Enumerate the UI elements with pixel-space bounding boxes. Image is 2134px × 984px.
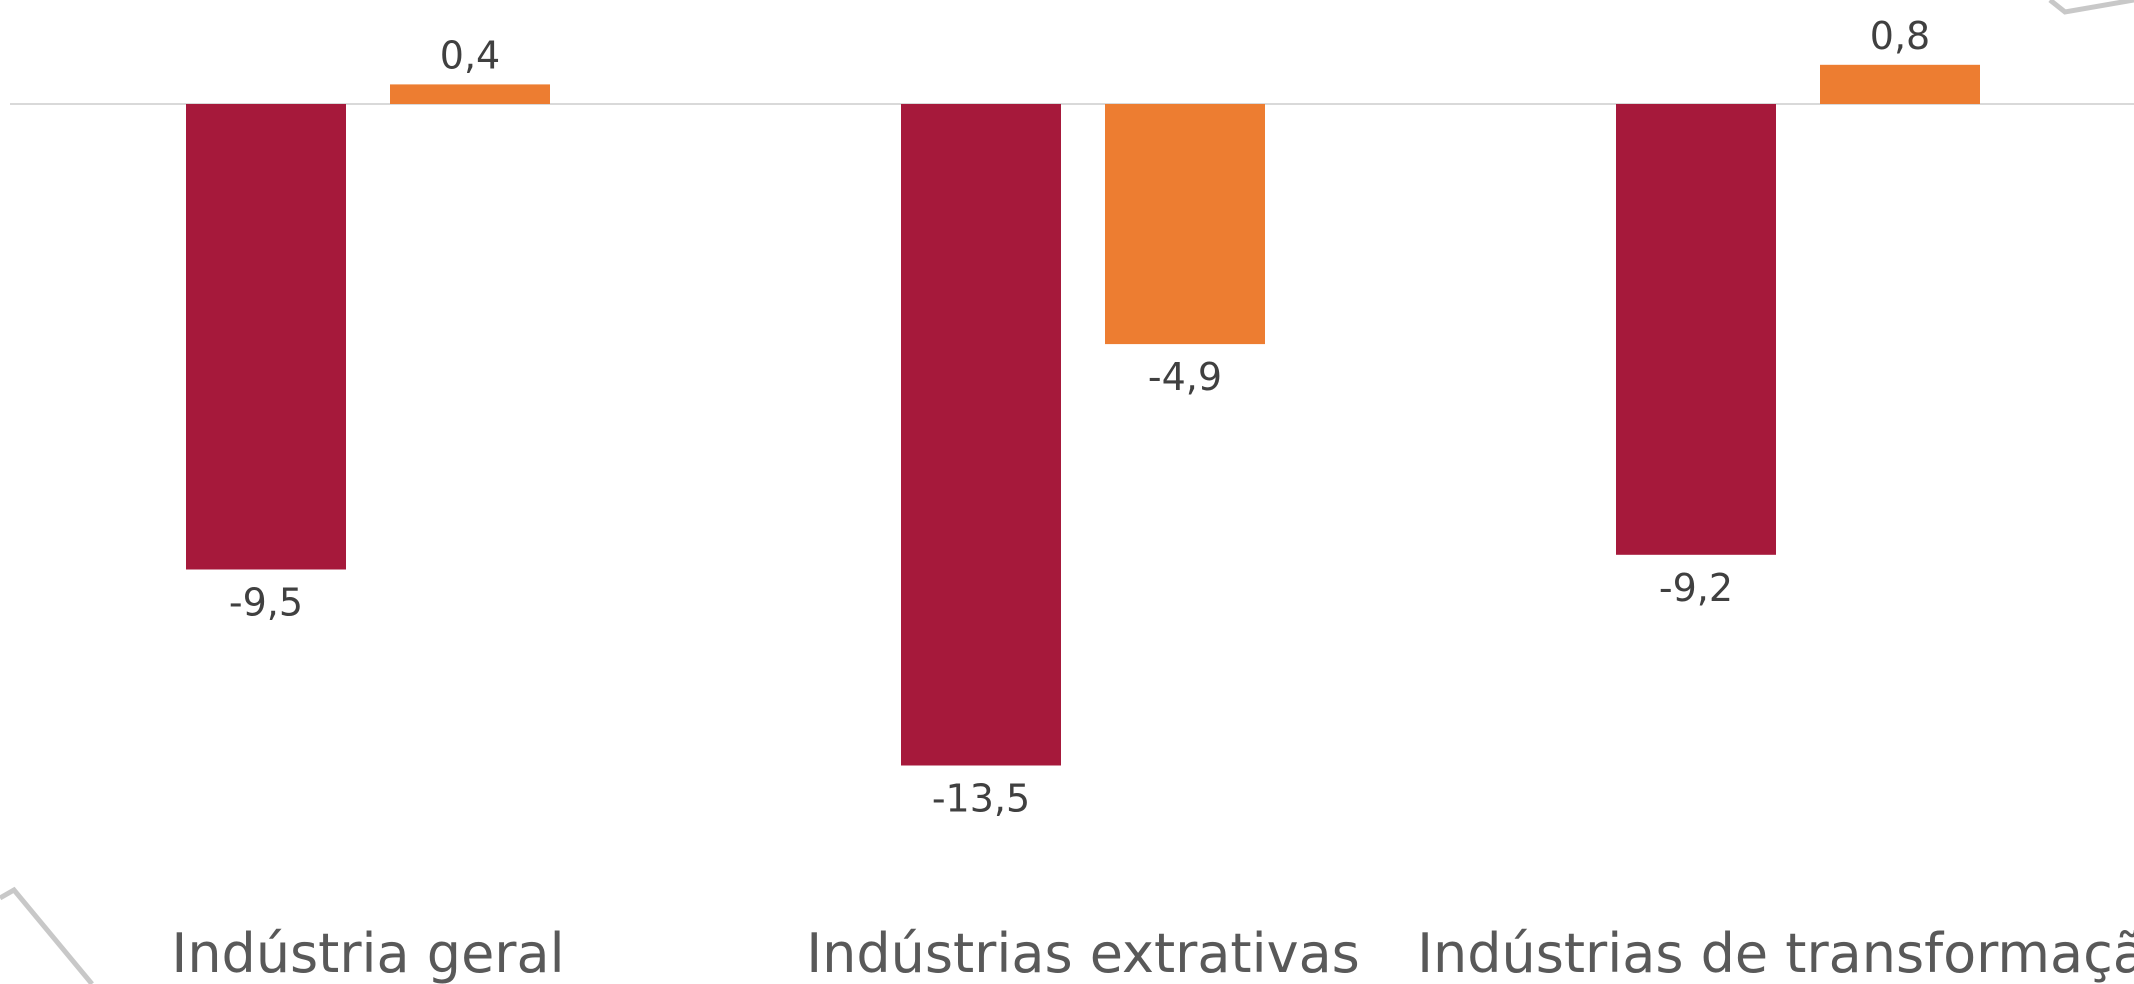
bar-series2-3 [1820,64,1980,104]
bar-series2-1 [390,84,550,104]
data-label-series1-2: -13,5 [932,777,1030,821]
bar-series2-2 [1105,104,1265,345]
data-label-series2-2: -4,9 [1148,355,1222,399]
category-labels-group: Indústria geral Indústrias extrativas Indú… [171,922,2134,984]
category-label-2: Indústrias extrativas [806,922,1360,984]
bar-series1-2 [901,104,1061,766]
decorative-line-bottom-left [0,886,94,984]
data-label-series2-3: 0,8 [1870,14,1930,58]
category-label-3: Indústrias de transformação [1417,922,2134,984]
data-label-series2-1: 0,4 [440,33,500,77]
bar-series1-1 [186,104,346,570]
data-label-series1-3: -9,2 [1659,566,1733,610]
data-labels-group: -9,5 0,4 -13,5 -4,9 -9,2 0,8 [229,14,1930,821]
decorative-line-top-right [2048,0,2134,15]
bar-series1-3 [1616,104,1776,555]
bars-group [186,64,1980,766]
data-label-series1-1: -9,5 [229,581,303,625]
category-label-1: Indústria geral [171,922,564,984]
